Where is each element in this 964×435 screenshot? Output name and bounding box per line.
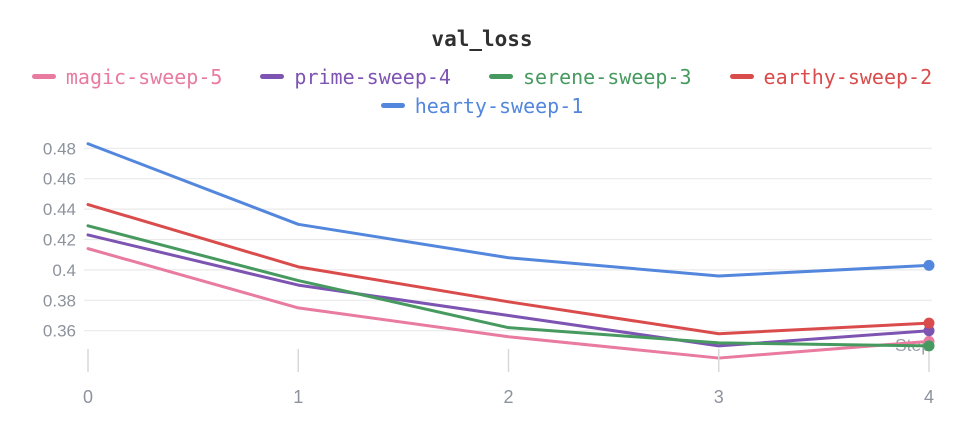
y-tick-label: 0.38 [43, 291, 76, 310]
legend-label: earthy-sweep-2 [763, 64, 933, 89]
legend-label: hearty-sweep-1 [414, 93, 584, 118]
legend-item-hearty-sweep-1[interactable]: hearty-sweep-1 [380, 91, 584, 120]
legend-swatch-icon [488, 74, 513, 79]
legend-item-magic-sweep-5[interactable]: magic-sweep-5 [31, 62, 223, 91]
legend-label: magic-sweep-5 [65, 64, 223, 89]
y-tick-label: 0.4 [52, 261, 76, 280]
y-tick-label: 0.44 [43, 200, 76, 219]
series-endpoint-hearty-sweep-1[interactable] [923, 259, 935, 271]
series-line-serene-sweep-3[interactable] [86, 224, 931, 348]
legend-swatch-icon [729, 74, 754, 79]
legend-item-prime-sweep-4[interactable]: prime-sweep-4 [260, 62, 451, 91]
legend-swatch-icon [260, 74, 285, 79]
chart-legend: magic-sweep-5 prime-sweep-4 serene-sweep-3… [0, 62, 964, 120]
series-line-earthy-sweep-2[interactable] [86, 203, 931, 336]
y-tick-label: 0.46 [43, 170, 76, 189]
series-line-prime-sweep-4[interactable] [86, 233, 931, 348]
series-endpoint-prime-sweep-4[interactable] [923, 325, 935, 337]
series-line-magic-sweep-5[interactable] [86, 247, 931, 360]
x-tick-label: 1 [293, 387, 303, 407]
y-tick-label: 0.48 [43, 139, 76, 158]
legend-swatch-icon [31, 74, 56, 79]
y-tick-label: 0.42 [43, 231, 76, 250]
plot-area: 0.48 0.46 0.44 0.42 0.4 0.38 0.36 Step 0 1 2 3 4 [0, 120, 964, 435]
x-tick-label: 2 [503, 387, 513, 407]
x-tick-label: 4 [924, 387, 934, 407]
chart-title: val_loss [431, 27, 533, 51]
y-tick-label: 0.36 [43, 322, 76, 341]
legend-item-earthy-sweep-2[interactable]: earthy-sweep-2 [729, 62, 933, 91]
x-tick-label: 0 [83, 387, 93, 407]
series-line-hearty-sweep-1[interactable] [86, 142, 931, 278]
series-endpoint-serene-sweep-3[interactable] [923, 340, 935, 352]
legend-label: prime-sweep-4 [294, 64, 451, 89]
legend-swatch-icon [380, 103, 405, 108]
legend-label: serene-sweep-3 [522, 64, 692, 89]
series-endpoint-earthy-sweep-2[interactable] [923, 317, 935, 329]
legend-item-serene-sweep-3[interactable]: serene-sweep-3 [488, 62, 692, 91]
x-tick-label: 3 [714, 387, 724, 407]
